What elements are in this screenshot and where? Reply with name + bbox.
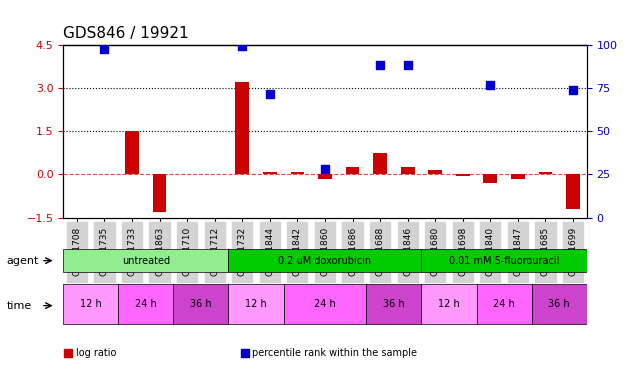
Text: 24 h: 24 h [493,299,515,309]
Point [237,43,247,49]
FancyBboxPatch shape [63,284,118,324]
Bar [235,82,249,174]
FancyBboxPatch shape [228,284,283,324]
Text: percentile rank within the sample: percentile rank within the sample [252,348,417,357]
Bar [401,167,415,174]
Point [568,87,578,93]
Point [485,82,495,88]
FancyBboxPatch shape [476,284,532,324]
Bar [125,131,139,174]
Text: untreated: untreated [122,256,170,266]
Text: time: time [6,301,32,310]
Text: 36 h: 36 h [190,299,212,309]
Bar [456,174,469,176]
FancyBboxPatch shape [63,249,228,272]
FancyBboxPatch shape [532,284,587,324]
Text: 12 h: 12 h [80,299,102,309]
Text: 24 h: 24 h [135,299,156,309]
Bar [373,153,387,174]
Point [403,62,413,68]
Bar [539,171,552,174]
Point [100,46,110,53]
Point [375,62,385,68]
Bar [153,174,167,212]
Bar [290,171,304,174]
FancyBboxPatch shape [228,249,422,272]
FancyBboxPatch shape [367,284,422,324]
Bar [483,174,497,183]
Bar [566,174,580,209]
Text: 36 h: 36 h [383,299,404,309]
Text: 36 h: 36 h [548,299,570,309]
Text: 12 h: 12 h [245,299,267,309]
FancyBboxPatch shape [283,284,367,324]
FancyBboxPatch shape [422,249,587,272]
Text: 24 h: 24 h [314,299,336,309]
Text: 12 h: 12 h [438,299,460,309]
Bar [511,174,525,179]
Point [265,91,275,97]
Text: log ratio: log ratio [76,348,116,357]
Text: 0.01 mM 5-fluorouracil: 0.01 mM 5-fluorouracil [449,256,559,266]
Bar [263,171,277,174]
FancyBboxPatch shape [118,284,174,324]
Point [320,166,330,172]
Text: agent: agent [6,256,38,266]
Bar [428,170,442,174]
Point [357,179,367,185]
Text: GDS846 / 19921: GDS846 / 19921 [63,26,189,41]
Text: 0.2 uM doxorubicin: 0.2 uM doxorubicin [278,256,372,266]
FancyBboxPatch shape [174,284,228,324]
FancyBboxPatch shape [422,284,476,324]
Bar [346,167,360,174]
Bar [318,174,332,179]
